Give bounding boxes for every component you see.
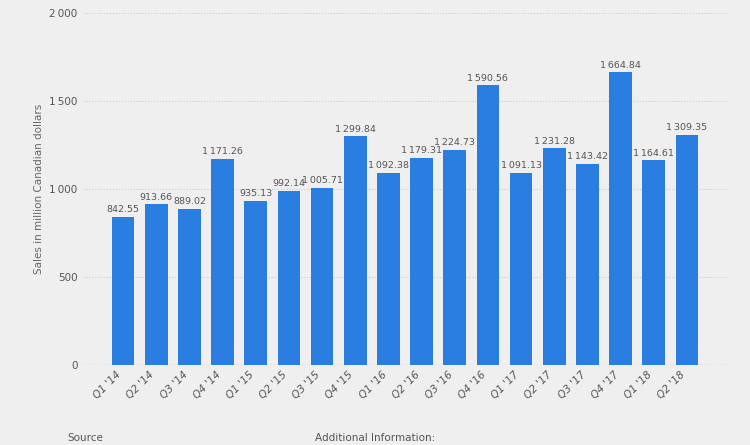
Bar: [278, 190, 300, 365]
Bar: [477, 85, 500, 365]
Text: 1 005.71: 1 005.71: [302, 177, 343, 186]
Text: 1 164.61: 1 164.61: [633, 149, 674, 158]
Text: Source: Source: [68, 433, 104, 443]
Bar: [145, 204, 167, 365]
Bar: [410, 158, 433, 365]
Text: 889.02: 889.02: [173, 197, 206, 206]
Text: 1 224.73: 1 224.73: [434, 138, 476, 147]
Bar: [643, 160, 665, 365]
Bar: [443, 150, 466, 365]
Text: 1 091.13: 1 091.13: [500, 162, 542, 170]
Text: 842.55: 842.55: [106, 205, 140, 214]
Text: 1 171.26: 1 171.26: [202, 147, 243, 156]
Text: 1 590.56: 1 590.56: [467, 74, 509, 83]
Text: 1 231.28: 1 231.28: [534, 137, 574, 146]
Bar: [543, 149, 566, 365]
Text: 1 143.42: 1 143.42: [567, 152, 608, 161]
Text: 1 299.84: 1 299.84: [334, 125, 376, 134]
Text: 1 179.31: 1 179.31: [401, 146, 442, 155]
Bar: [609, 72, 631, 365]
Text: 913.66: 913.66: [140, 193, 172, 202]
Y-axis label: Sales in million Canadian dollars: Sales in million Canadian dollars: [34, 104, 44, 274]
Bar: [377, 173, 400, 365]
Bar: [178, 209, 201, 365]
Text: Additional Information:: Additional Information:: [315, 433, 435, 443]
Bar: [244, 201, 267, 365]
Bar: [211, 159, 234, 365]
Bar: [344, 137, 367, 365]
Bar: [676, 135, 698, 365]
Bar: [510, 173, 532, 365]
Text: 992.14: 992.14: [272, 179, 305, 188]
Bar: [576, 164, 598, 365]
Text: 1 092.38: 1 092.38: [368, 161, 409, 170]
Text: 1 309.35: 1 309.35: [666, 123, 707, 132]
Bar: [310, 188, 333, 365]
Bar: [112, 217, 134, 365]
Text: 935.13: 935.13: [239, 189, 272, 198]
Text: 1 664.84: 1 664.84: [600, 61, 641, 69]
